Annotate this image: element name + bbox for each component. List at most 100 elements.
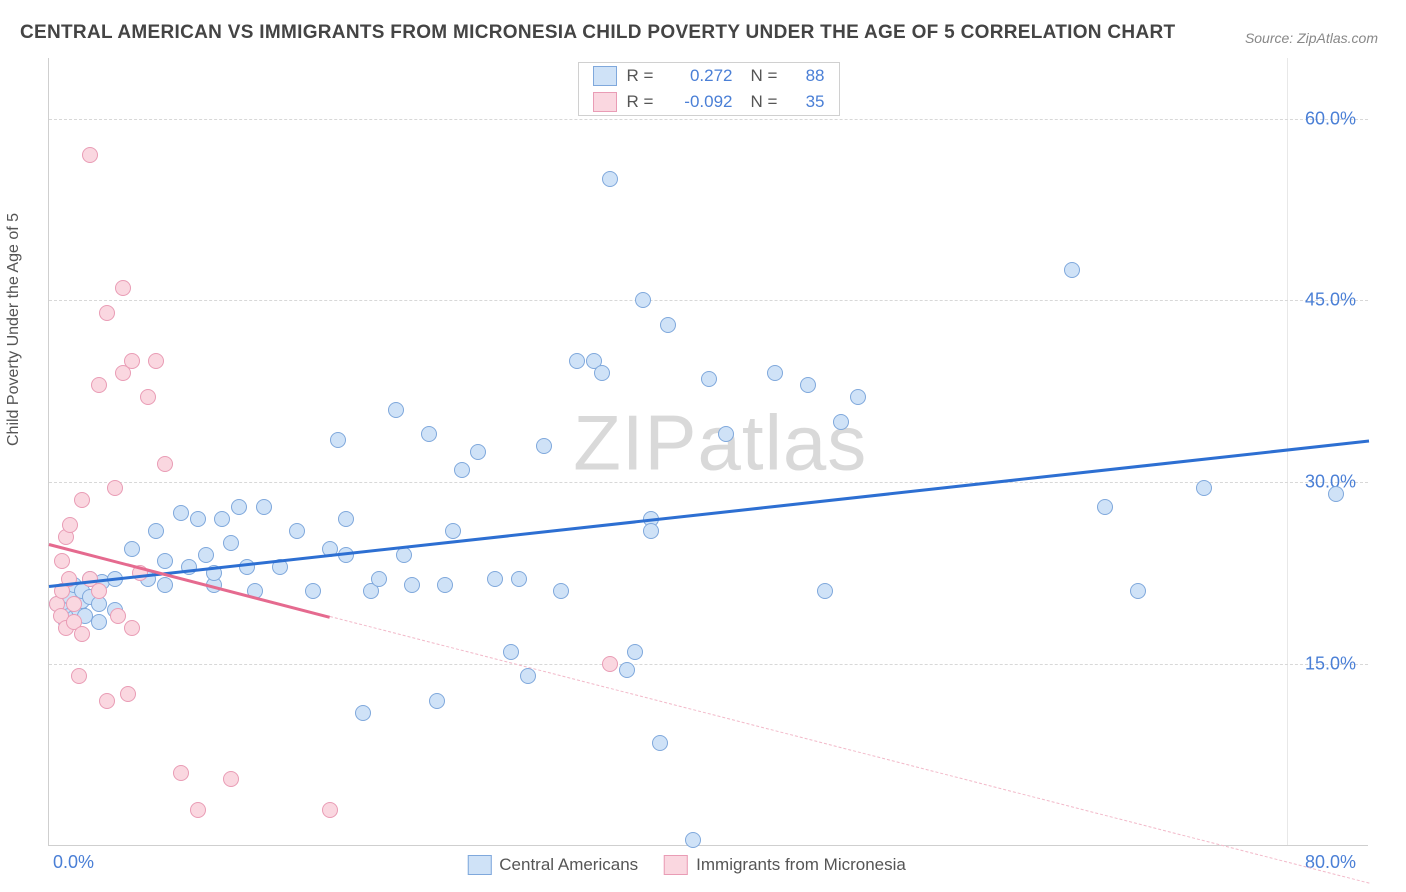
n-label: N = xyxy=(751,92,781,112)
data-point xyxy=(338,511,354,527)
data-point xyxy=(594,365,610,381)
data-point xyxy=(190,511,206,527)
data-point xyxy=(536,438,552,454)
data-point xyxy=(223,771,239,787)
data-point xyxy=(71,668,87,684)
data-point xyxy=(454,462,470,478)
legend-swatch xyxy=(467,855,491,875)
data-point xyxy=(429,693,445,709)
n-label: N = xyxy=(751,66,781,86)
data-point xyxy=(643,523,659,539)
data-point xyxy=(231,499,247,515)
y-axis-label: Child Poverty Under the Age of 5 xyxy=(5,213,23,446)
data-point xyxy=(817,583,833,599)
source-attribution: Source: ZipAtlas.com xyxy=(1245,30,1378,46)
data-point xyxy=(256,499,272,515)
data-point xyxy=(157,456,173,472)
legend-row: R =-0.092N =35 xyxy=(579,89,839,115)
data-point xyxy=(553,583,569,599)
legend-row: R = 0.272 N = 88 xyxy=(579,63,839,89)
data-point xyxy=(223,535,239,551)
chart-title: CENTRAL AMERICAN VS IMMIGRANTS FROM MICR… xyxy=(20,22,1175,44)
y-tick-label: 60.0% xyxy=(1305,108,1356,129)
gridline xyxy=(49,119,1368,120)
trend-line xyxy=(329,616,1369,884)
data-point xyxy=(833,414,849,430)
legend-item: Central Americans xyxy=(467,855,638,875)
data-point xyxy=(190,802,206,818)
gridline xyxy=(49,300,1368,301)
data-point xyxy=(99,305,115,321)
data-point xyxy=(74,626,90,642)
watermark-text: ZIPatlas xyxy=(573,397,867,488)
data-point xyxy=(148,523,164,539)
y-tick-label: 15.0% xyxy=(1305,654,1356,675)
data-point xyxy=(569,353,585,369)
data-point xyxy=(173,765,189,781)
data-point xyxy=(173,505,189,521)
data-point xyxy=(66,596,82,612)
data-point xyxy=(91,377,107,393)
data-point xyxy=(635,292,651,308)
data-point xyxy=(421,426,437,442)
data-point xyxy=(198,547,214,563)
r-label: R = xyxy=(627,92,657,112)
data-point xyxy=(652,735,668,751)
data-point xyxy=(148,353,164,369)
data-point xyxy=(800,377,816,393)
legend-label: Central Americans xyxy=(499,855,638,875)
data-point xyxy=(602,656,618,672)
data-point xyxy=(305,583,321,599)
data-point xyxy=(503,644,519,660)
data-point xyxy=(62,517,78,533)
data-point xyxy=(99,693,115,709)
data-point xyxy=(619,662,635,678)
data-point xyxy=(110,608,126,624)
legend-label: Immigrants from Micronesia xyxy=(696,855,906,875)
data-point xyxy=(124,620,140,636)
data-point xyxy=(120,686,136,702)
data-point xyxy=(520,668,536,684)
n-value: 88 xyxy=(791,66,825,86)
data-point xyxy=(140,389,156,405)
data-point xyxy=(487,571,503,587)
data-point xyxy=(1196,480,1212,496)
data-point xyxy=(388,402,404,418)
data-point xyxy=(1328,486,1344,502)
r-label: R = xyxy=(627,66,657,86)
data-point xyxy=(82,147,98,163)
data-point xyxy=(1097,499,1113,515)
x-tick-label: 80.0% xyxy=(1305,852,1356,873)
data-point xyxy=(91,583,107,599)
data-point xyxy=(850,389,866,405)
data-point xyxy=(718,426,734,442)
data-point xyxy=(445,523,461,539)
gridline xyxy=(49,664,1368,665)
data-point xyxy=(124,541,140,557)
r-value: 0.272 xyxy=(667,66,733,86)
legend-swatch xyxy=(593,66,617,86)
data-point xyxy=(1130,583,1146,599)
data-point xyxy=(115,280,131,296)
trend-line xyxy=(49,440,1369,588)
data-point xyxy=(74,492,90,508)
data-point xyxy=(107,480,123,496)
data-point xyxy=(214,511,230,527)
data-point xyxy=(289,523,305,539)
data-point xyxy=(767,365,783,381)
data-point xyxy=(124,353,140,369)
data-point xyxy=(1064,262,1080,278)
data-point xyxy=(511,571,527,587)
data-point xyxy=(54,553,70,569)
data-point xyxy=(602,171,618,187)
data-point xyxy=(330,432,346,448)
data-point xyxy=(660,317,676,333)
data-point xyxy=(627,644,643,660)
legend-item: Immigrants from Micronesia xyxy=(664,855,906,875)
data-point xyxy=(157,577,173,593)
data-point xyxy=(437,577,453,593)
n-value: 35 xyxy=(791,92,825,112)
data-point xyxy=(322,802,338,818)
data-point xyxy=(404,577,420,593)
data-point xyxy=(470,444,486,460)
